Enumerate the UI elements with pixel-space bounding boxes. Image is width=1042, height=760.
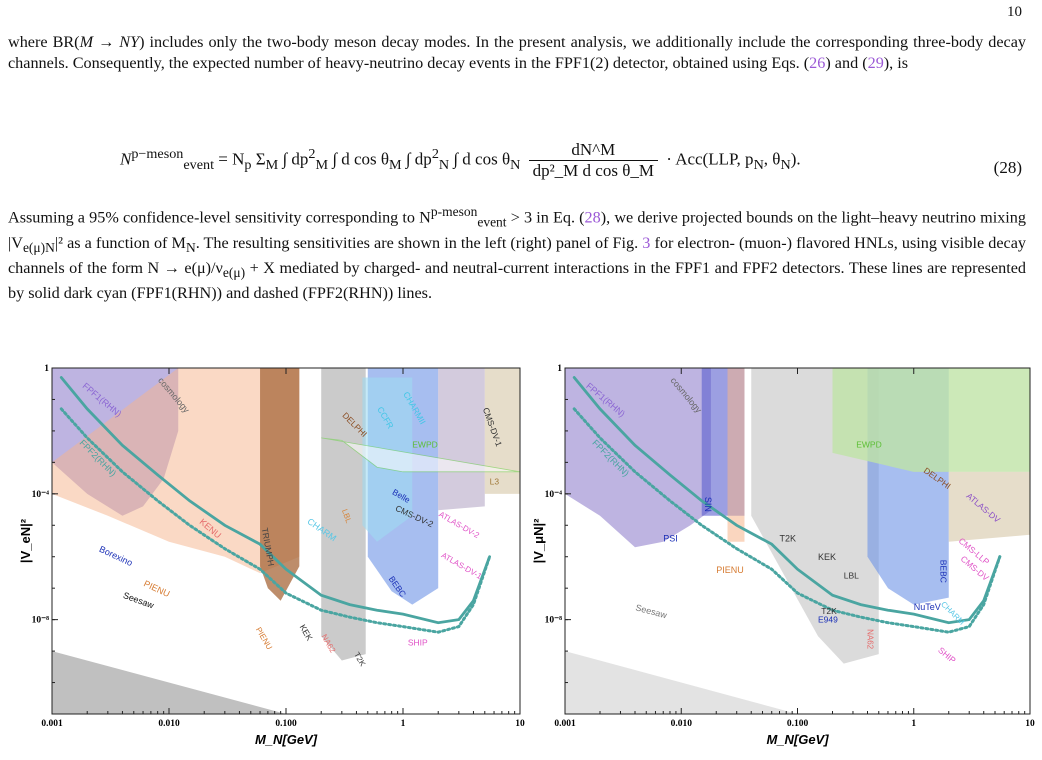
region-label: L3 [490,476,500,486]
x-tick-label: 0.001 [554,719,576,729]
x-tick-label: 1 [401,719,406,729]
region-label: PSI [663,534,678,544]
y-tick-label: 10⁻⁴ [32,490,50,500]
x-axis-label: M_N[GeV] [766,732,829,747]
fpf2-curve [59,407,492,634]
cms-region [438,368,485,511]
region-label: BEBC [939,560,949,583]
fpf2-curve [572,407,1002,634]
region-label: E949 [818,615,838,625]
x-tick-label: 0.100 [275,719,297,729]
plot-layer: FPF1(RHN)FPF2(RHN)cosmologySINPSIPIENUT2… [565,368,1030,714]
region-label: PIENU [716,565,744,575]
region-label: KEK [818,552,836,562]
x-tick-label: 0.010 [158,719,180,729]
seesaw-region [565,651,1030,714]
triumph-region [260,368,300,601]
ref-eq-28[interactable]: 28 [584,208,601,227]
x-tick-label: 1 [911,719,916,729]
pienu-region [52,368,300,574]
y-tick-label: 10⁻⁸ [32,616,50,626]
plot-layer: FPF1(RHN)FPF2(RHN)cosmologyBorexinoPIENU… [52,368,520,714]
region-label: NuTeV [914,602,941,612]
region-label: T2K [821,606,837,616]
cosmology-region [565,368,711,548]
fraction: dN^M dp²_M d cos θ_M [528,140,658,181]
x-axis-label: M_N[GeV] [255,732,318,747]
region-label: T2K [779,534,796,544]
region-label: SIN [703,497,713,512]
pienu-region [727,368,745,542]
ref-eq-26[interactable]: 26 [809,54,826,72]
x-tick-label: 10 [1025,719,1035,729]
y-tick-label: 10⁻⁸ [545,616,563,626]
x-tick-label: 0.010 [671,719,693,729]
left-panel: FPF1(RHN) FPF2(RHN) cosmology Borexino PIENU… [0,360,525,760]
region-label: LBL [844,571,859,581]
brown-region [948,471,1030,542]
y-tick-label: 1 [44,364,49,374]
seesaw-region [52,651,520,714]
paragraph-2: Assuming a 95% confidence-level sensitiv… [8,204,1027,303]
y-axis-label: |V_μN|² [531,518,546,564]
l3-region [484,368,520,494]
ref-fig-3[interactable]: 3 [642,233,651,252]
fpf1-curve [572,376,1002,625]
region-label: SHIP [408,638,428,648]
right-panel: FPF1(RHN) FPF2(RHN) cosmology SIN PSI PIENU T2… [525,360,1042,760]
region-label: EWPD [412,439,438,449]
region-label: NA62 [865,629,874,650]
left-chart: FPF1(RHN)FPF2(RHN)cosmologyBorexinoPIENU… [18,364,525,747]
ref-eq-29[interactable]: 29 [867,54,884,72]
right-chart: FPF1(RHN)FPF2(RHN)cosmologySINPSIPIENUT2… [531,364,1035,747]
y-tick-label: 1 [557,364,562,374]
green-region [832,368,1030,472]
x-tick-label: 0.001 [41,719,63,729]
region-label: EWPD [856,439,882,449]
equation-number: (28) [993,158,1022,177]
ewpd-region [321,437,520,473]
y-axis-label: |V_eN|² [18,518,33,563]
y-tick-label: 10⁻⁴ [545,490,563,500]
figure-3: FPF1(RHN) FPF2(RHN) cosmology Borexino PIENU… [0,360,1042,760]
fpf1-curve [59,376,491,625]
gray-band [321,368,366,661]
paragraph-1: where BR(M → NY) includes only the two-b… [8,33,1026,72]
page-number: 10 [1007,4,1022,20]
x-tick-label: 10 [515,719,525,729]
equation-28: Np−mesonevent = Np ΣM ∫ dp2M ∫ d cos θM … [120,140,1022,181]
x-tick-label: 0.100 [787,719,809,729]
